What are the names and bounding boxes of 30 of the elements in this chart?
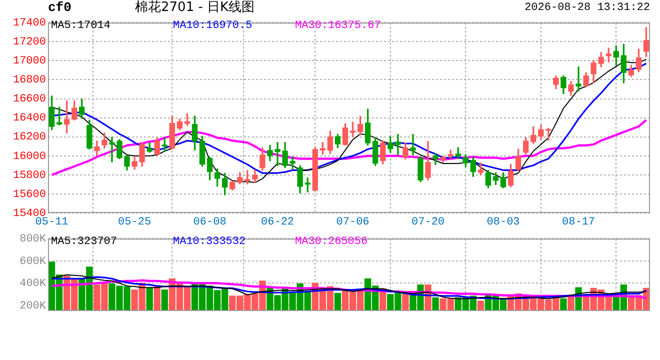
x-tick-label: 05-25 [118, 216, 152, 229]
x-tick-label: 07-06 [336, 216, 370, 229]
y-tick-label: 15600 [12, 188, 46, 201]
x-tick-label: 07-20 [412, 216, 445, 229]
y-tick-label: 16000 [12, 150, 46, 163]
y-tick-label: 17400 [12, 18, 46, 30]
y-tick-label: 16400 [12, 112, 46, 125]
x-tick-label: 08-03 [486, 216, 520, 229]
text: MA10:16970.5 [173, 20, 254, 32]
x-tick-label: 06-08 [193, 216, 226, 229]
y-tick-label: 600K [20, 256, 46, 268]
y-tick-label: 16800 [12, 74, 46, 87]
y-tick-label: 200K [20, 300, 46, 312]
text: MA30:16375.67 [295, 20, 382, 32]
text: cf0 [48, 0, 72, 15]
chart-subtitle: 2026-08-28 13:31:22 [524, 2, 650, 15]
text: MA10:333532 [173, 236, 247, 248]
x-tick-label: 08-17 [562, 216, 596, 229]
y-tick-label: 16600 [12, 94, 46, 106]
y-tick-label: 15800 [12, 170, 46, 182]
y-tick-label: 17000 [12, 56, 46, 68]
text: MA5:17014 [51, 20, 112, 32]
y-tick-label: 17200 [12, 36, 46, 49]
x-tick-label: 06-22 [261, 216, 294, 229]
y-tick-label: 16200 [12, 132, 46, 144]
chart-title: 棉花2701 - 日K线图 [135, 0, 255, 15]
text: MA5:323707 [51, 236, 118, 248]
text: MA30:265056 [295, 236, 369, 248]
y-tick-label: 400K [20, 278, 46, 290]
y-tick-label: 800K [20, 234, 46, 246]
